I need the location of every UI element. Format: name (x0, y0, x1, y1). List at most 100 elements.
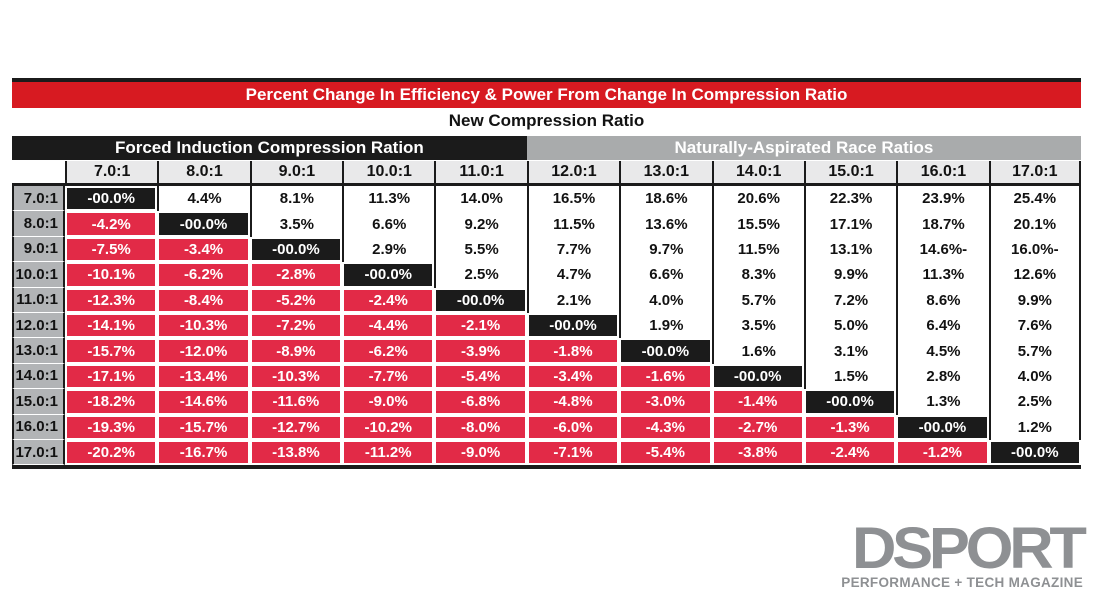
data-cell: 4.0% (619, 287, 712, 313)
data-cell: -3.4% (526, 363, 620, 390)
data-cell: 7.2% (803, 287, 897, 313)
data-cell: 3.1% (803, 338, 897, 364)
dsport-logo: DSPORT PERFORMANCE + TECH MAGAZINE (841, 520, 1087, 590)
title-banner: Percent Change In Efficiency & Power Fro… (12, 78, 1081, 108)
data-cell: 1.3% (896, 389, 989, 415)
data-cell: -00.0% (65, 186, 158, 212)
data-cell: -4.3% (619, 414, 712, 440)
data-cell: 16.0%- (988, 236, 1081, 263)
data-cell: -00.0% (249, 236, 343, 263)
data-cell: 9.9% (803, 262, 897, 288)
row-header: 10.0:1 (12, 262, 65, 288)
data-cell: -2.7% (711, 414, 804, 440)
chart-title: Percent Change In Efficiency & Power Fro… (245, 85, 848, 104)
data-cell: 11.5% (526, 211, 620, 237)
data-cell: -11.6% (249, 389, 343, 415)
data-cell: -1.6% (619, 363, 712, 390)
row-header: 9.0:1 (12, 236, 65, 263)
data-cell: 5.0% (803, 312, 897, 339)
data-cell: 6.6% (342, 211, 435, 237)
table-row: 15.0:1 -18.2% -14.6% -11.6% -9.0% -6.8% -4.8% -… (12, 389, 1081, 415)
data-cell: -9.0% (342, 389, 435, 415)
group-header-forced-induction: Forced Induction Compression Ration (12, 136, 527, 161)
column-header: 15.0:1 (803, 161, 897, 186)
data-cell: -9.0% (434, 439, 527, 466)
data-cell: 25.4% (988, 186, 1081, 212)
column-header: 9.0:1 (249, 161, 343, 186)
data-cell: 11.5% (711, 236, 804, 263)
data-cell: -00.0% (711, 363, 804, 390)
data-cell: -4.8% (526, 389, 620, 415)
data-cell: 8.3% (711, 262, 804, 288)
data-cell: -12.0% (157, 338, 250, 364)
table-row: 11.0:1 -12.3% -8.4% -5.2% -2.4% -00.0% 2.1% 4.0… (12, 287, 1081, 313)
data-cell: 7.7% (526, 236, 620, 263)
data-cell: 18.7% (896, 211, 989, 237)
data-cell: 2.8% (896, 363, 989, 390)
data-cell: -10.3% (249, 363, 343, 390)
data-cell: -7.2% (249, 312, 343, 339)
data-cell: -2.8% (249, 262, 343, 288)
data-cell: -12.3% (65, 287, 158, 313)
data-cell: 18.6% (619, 186, 712, 212)
data-cell: -14.1% (65, 312, 158, 339)
column-header: 11.0:1 (434, 161, 527, 186)
data-cell: -1.8% (526, 338, 620, 364)
data-cell: -00.0% (342, 262, 435, 288)
data-cell: 17.1% (803, 211, 897, 237)
table-row: 9.0:1 -7.5% -3.4% -00.0% 2.9% 5.5% 7.7% 9.7% 11.… (12, 236, 1081, 263)
table-row: 17.0:1 -20.2% -16.7% -13.8% -11.2% -9.0% -7.1%… (12, 439, 1081, 466)
column-header: 10.0:1 (342, 161, 435, 186)
data-cell: 11.3% (896, 262, 989, 288)
column-header: 17.0:1 (988, 161, 1081, 186)
data-cell: 9.2% (434, 211, 527, 237)
data-cell: -2.4% (342, 287, 435, 313)
data-cell: -00.0% (434, 287, 527, 313)
data-cell: -7.5% (65, 236, 158, 263)
data-cell: 14.6%- (896, 236, 989, 263)
row-header: 17.0:1 (12, 439, 65, 466)
row-header: 16.0:1 (12, 414, 65, 440)
data-cell: 2.5% (434, 262, 527, 288)
column-header: 13.0:1 (619, 161, 712, 186)
data-cell: 3.5% (711, 312, 804, 339)
group-header-naturally-aspirated: Naturally-Aspirated Race Ratios (526, 136, 1081, 161)
column-header: 16.0:1 (896, 161, 989, 186)
data-cell: 4.0% (988, 363, 1081, 390)
table-row: 16.0:1 -19.3% -15.7% -12.7% -10.2% -8.0% -6.0%… (12, 414, 1081, 440)
data-cell: -3.9% (434, 338, 527, 364)
data-cell: -1.2% (896, 439, 989, 466)
data-cell: 1.5% (803, 363, 897, 390)
data-cell: -00.0% (803, 389, 897, 415)
data-cell: 5.7% (988, 338, 1081, 364)
data-cell: -10.1% (65, 262, 158, 288)
row-header: 13.0:1 (12, 338, 65, 364)
data-cell: -13.8% (249, 439, 343, 466)
data-cell: -18.2% (65, 389, 158, 415)
data-cell: -6.8% (434, 389, 527, 415)
column-header: 12.0:1 (526, 161, 620, 186)
data-cell: -8.9% (249, 338, 343, 364)
data-cell: 6.4% (896, 312, 989, 339)
data-cell: 16.5% (526, 186, 620, 212)
data-cell: 4.7% (526, 262, 620, 288)
data-cell: -00.0% (988, 439, 1081, 466)
data-cell: 2.1% (526, 287, 620, 313)
dsport-logo-wordmark: DSPORT (852, 516, 1087, 582)
data-cell: -4.2% (65, 211, 158, 237)
data-cell: -5.2% (249, 287, 343, 313)
row-header: 14.0:1 (12, 363, 65, 390)
data-cell: 12.6% (988, 262, 1081, 288)
data-cell: 4.5% (896, 338, 989, 364)
data-cell: 9.7% (619, 236, 712, 263)
data-cell: 13.1% (803, 236, 897, 263)
row-header: 11.0:1 (12, 287, 65, 313)
table-row: 14.0:1 -17.1% -13.4% -10.3% -7.7% -5.4% -3.4% -… (12, 363, 1081, 390)
data-cell: -17.1% (65, 363, 158, 390)
chart-subtitle: New Compression Ratio (448, 111, 645, 130)
data-cell: -1.4% (711, 389, 804, 415)
column-group-row: Forced Induction Compression Ration Natu… (12, 136, 1081, 161)
compression-ratio-table-wrap: Forced Induction Compression Ration Natu… (12, 136, 1081, 470)
data-cell: 15.5% (711, 211, 804, 237)
